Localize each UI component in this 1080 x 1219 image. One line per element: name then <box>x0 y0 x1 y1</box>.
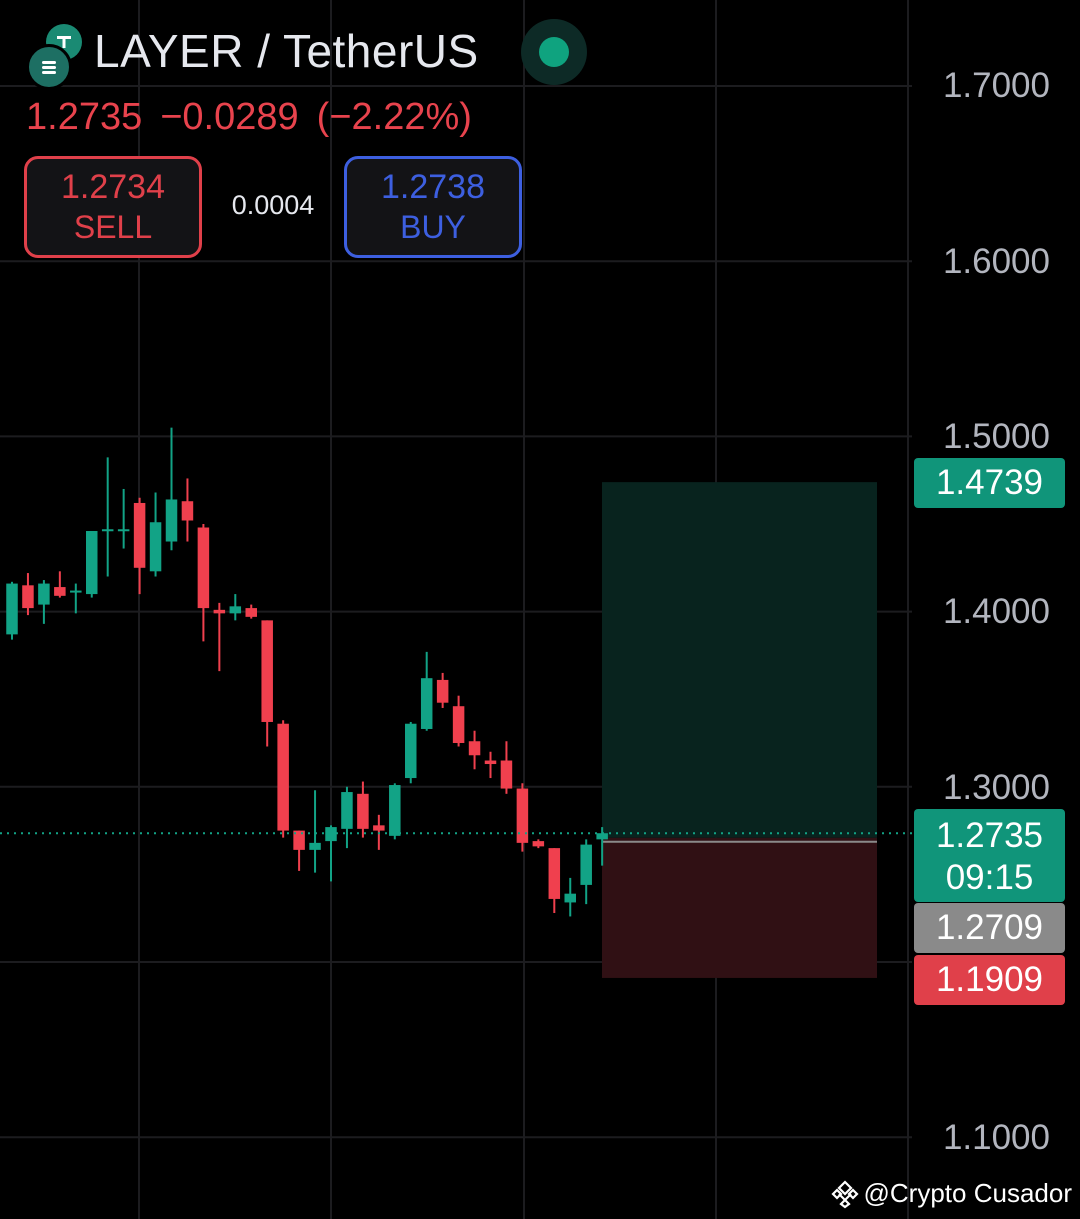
candle-body-down <box>133 502 146 568</box>
candle-body-up <box>101 529 114 532</box>
candle-body-down <box>277 723 289 831</box>
market-open-dot <box>539 37 569 67</box>
buy-label: BUY <box>400 209 466 245</box>
axis-tick-label: 1.3000 <box>942 768 1050 807</box>
candle-body-down <box>436 679 449 703</box>
candle-body-up <box>580 844 592 885</box>
candle-body-down <box>22 585 34 609</box>
candle-countdown: 09:15 <box>945 858 1034 897</box>
axis-tick-label: 1.7000 <box>942 66 1050 105</box>
candle-body-down <box>261 620 273 722</box>
candle-body-up <box>341 792 353 829</box>
current-price-value: 1.2735 <box>935 816 1044 855</box>
layer-coin-icon <box>26 44 72 90</box>
pair-icons <box>26 24 86 90</box>
candle-body-down <box>357 793 369 829</box>
candle-body-up <box>6 583 18 635</box>
spread-value: 0.0004 <box>231 190 315 220</box>
candle-body-down <box>213 609 226 614</box>
candle-body-down <box>197 527 210 609</box>
candle-body-up <box>165 499 178 542</box>
candle-body-up <box>149 522 162 572</box>
price-change-percent: (−2.22%) <box>316 96 472 138</box>
price-change: −0.0289 <box>160 96 299 138</box>
sell-price: 1.2734 <box>61 168 165 206</box>
watermark-text: @Crypto Cusador <box>863 1178 1072 1208</box>
position-zones <box>602 482 877 978</box>
last-price: 1.2735 <box>26 96 143 138</box>
axis-tick-label: 1.1000 <box>942 1118 1050 1157</box>
candle-body-up <box>70 590 82 593</box>
candle-body-down <box>54 587 66 596</box>
axis-tick-label: 1.6000 <box>942 242 1050 281</box>
candle-body-up <box>420 678 433 729</box>
pair-title[interactable]: LAYER / TetherUS <box>94 25 479 77</box>
grid <box>0 0 912 1219</box>
candle-body-down <box>373 825 385 831</box>
candles <box>6 427 608 917</box>
candle-body-down <box>500 760 513 789</box>
candle-body-down <box>516 788 529 843</box>
entry-price-tag[interactable]: 1.2709 <box>914 903 1065 953</box>
axis-tick-label: 1.5000 <box>942 417 1050 456</box>
candle-body-up <box>389 785 401 836</box>
candle-body-down <box>468 741 481 756</box>
candle-body-up <box>564 893 576 903</box>
candle-body-down <box>245 608 257 617</box>
buy-price: 1.2738 <box>381 168 485 206</box>
candle-body-up <box>86 531 98 595</box>
candle-body-down <box>484 760 497 765</box>
current-price-tag: 1.2735 09:15 <box>914 809 1065 902</box>
candle-body-down <box>548 848 561 899</box>
stop-loss-tag[interactable]: 1.1909 <box>914 955 1065 1005</box>
candle-body-down <box>181 501 194 521</box>
candle-body-down <box>452 706 465 743</box>
sell-label: SELL <box>73 209 153 245</box>
price-summary: 1.2735 −0.0289 (−2.22%) <box>26 96 490 139</box>
candle-body-up <box>309 842 321 850</box>
candle-body-up <box>117 529 130 532</box>
candle-body-up <box>405 723 417 779</box>
sell-button[interactable]: 1.2734 SELL <box>24 156 202 258</box>
binance-logo-icon <box>830 1179 860 1209</box>
loss-zone <box>602 837 877 978</box>
candle-body-up <box>229 606 242 614</box>
watermark: @Crypto Cusador <box>830 1178 1072 1209</box>
take-profit-tag[interactable]: 1.4739 <box>914 458 1065 508</box>
candle-body-up <box>596 833 608 840</box>
candle-body-up <box>38 583 50 605</box>
profit-zone <box>602 482 877 838</box>
market-status-indicator <box>521 19 587 85</box>
candle-body-down <box>532 841 545 847</box>
candle-body-down <box>293 830 305 850</box>
axis-tick-label: 1.4000 <box>942 592 1050 631</box>
buy-button[interactable]: 1.2738 BUY <box>344 156 522 258</box>
